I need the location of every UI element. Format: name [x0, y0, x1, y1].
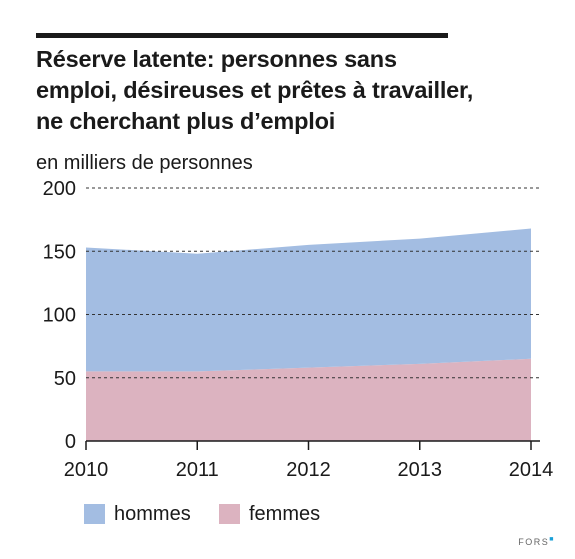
- legend-label-hommes: hommes: [114, 503, 191, 525]
- y-tick-label-150: 150: [43, 241, 76, 263]
- y-tick-label-0: 0: [65, 431, 76, 453]
- credit-logo: FORS■: [518, 536, 555, 547]
- area-femmes: [86, 358, 531, 441]
- chart-title: Réserve latente: personnes sans emploi, …: [36, 44, 556, 137]
- legend-swatch-hommes: [84, 504, 105, 524]
- chart-title-line-1: Réserve latente: personnes sans: [36, 46, 397, 72]
- credit-text: FORS: [518, 537, 550, 547]
- title-rule: [36, 33, 448, 38]
- legend-swatch-femmes: [219, 504, 240, 524]
- y-tick-label-50: 50: [54, 368, 76, 390]
- x-tick-label-2010: 2010: [64, 459, 109, 481]
- area-hommes: [86, 228, 531, 372]
- y-tick-label-200: 200: [43, 178, 76, 200]
- x-tick-label-2011: 2011: [176, 459, 219, 481]
- y-axis-unit-label: en milliers de personnes: [36, 152, 253, 174]
- x-tick-label-2012: 2012: [286, 459, 331, 481]
- chart-title-line-3: ne cherchant plus d’emploi: [36, 108, 336, 134]
- credit-dot-icon: ■: [549, 536, 555, 543]
- legend-label-femmes: femmes: [249, 503, 321, 525]
- x-tick-label-2014: 2014: [509, 459, 554, 481]
- x-tick-label-2013: 2013: [398, 459, 443, 481]
- chart-title-line-2: emploi, désireuses et prêtes à travaille…: [36, 77, 474, 103]
- y-tick-label-100: 100: [43, 305, 76, 327]
